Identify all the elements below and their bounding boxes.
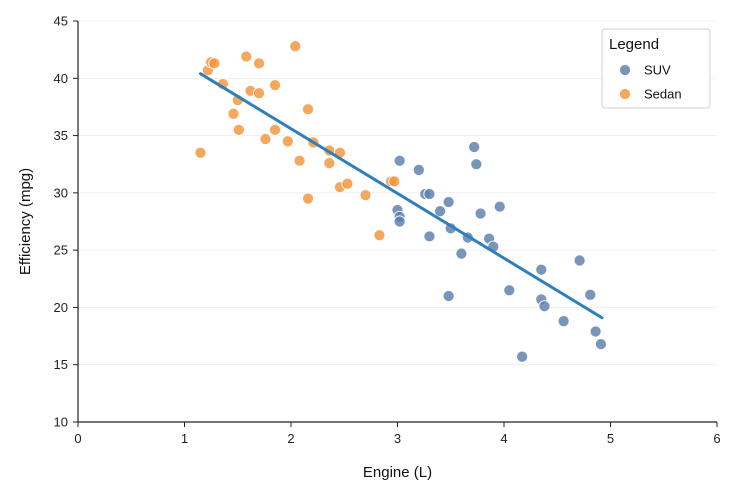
point-suv: [516, 350, 529, 363]
point-suv: [393, 154, 406, 167]
point-suv: [393, 215, 406, 228]
point-suv: [557, 315, 570, 328]
y-tick-label: 25: [54, 243, 68, 258]
legend-label-sedan: Sedan: [644, 87, 682, 102]
point-suv: [503, 284, 516, 297]
point-suv: [573, 254, 586, 267]
point-suv: [442, 195, 455, 209]
legend-marker-suv: [618, 63, 632, 77]
x-tick-label: 2: [287, 431, 294, 446]
point-sedan: [301, 103, 315, 116]
x-axis-ticks: 0 1 2 3 4 5 6: [74, 422, 721, 446]
point-suv: [434, 205, 447, 218]
point-sedan: [259, 132, 272, 146]
point-suv: [535, 263, 548, 276]
point-sedan: [289, 40, 302, 53]
point-suv: [423, 187, 436, 201]
x-tick-label: 5: [607, 431, 614, 446]
point-suv: [455, 247, 468, 260]
legend-box: [601, 28, 711, 109]
point-sedan: [252, 57, 266, 70]
data-points: [194, 40, 607, 363]
x-tick-label: 0: [74, 431, 81, 446]
point-sedan: [268, 123, 282, 136]
point-sedan: [373, 229, 386, 242]
x-tick-label: 6: [713, 431, 720, 446]
y-tick-label: 40: [54, 71, 68, 86]
point-suv: [468, 140, 481, 154]
point-sedan: [281, 135, 294, 148]
y-tick-label: 45: [54, 14, 68, 29]
x-axis-label: Engine (L): [363, 464, 432, 481]
trend-line: [198, 72, 604, 320]
y-tick-label: 30: [54, 185, 68, 200]
point-suv: [442, 289, 455, 303]
point-sedan: [208, 57, 221, 70]
y-tick-label: 20: [54, 300, 68, 315]
point-sedan: [227, 107, 240, 120]
legend-label-suv: SUV: [644, 63, 671, 78]
point-suv: [584, 288, 597, 301]
point-suv: [474, 207, 487, 220]
legend: Legend SUV Sedan: [601, 28, 711, 109]
legend-items: SUV Sedan: [618, 63, 682, 102]
point-sedan: [388, 175, 401, 188]
point-suv: [423, 230, 436, 243]
legend-marker-sedan: [618, 87, 632, 101]
point-suv: [538, 300, 551, 313]
point-sedan: [293, 154, 306, 167]
point-sedan: [301, 192, 315, 205]
point-sedan: [359, 189, 372, 202]
point-suv: [594, 338, 607, 351]
y-axis-label: Efficiency (mpg): [17, 168, 34, 275]
point-sedan: [240, 50, 253, 63]
point-suv: [493, 200, 506, 213]
y-tick-label: 15: [54, 357, 68, 372]
point-sedan: [323, 157, 336, 170]
legend-title: Legend: [609, 36, 659, 53]
point-suv: [412, 163, 425, 176]
point-sedan: [194, 146, 207, 159]
point-suv: [470, 158, 483, 171]
y-axis-ticks: 10 15 20 25 30 35 40 45: [54, 14, 78, 430]
point-sedan: [268, 79, 282, 92]
point-sedan: [232, 123, 245, 136]
y-tick-label: 10: [54, 415, 68, 430]
y-tick-label: 35: [54, 128, 68, 143]
x-tick-label: 3: [394, 431, 401, 446]
point-sedan: [341, 177, 354, 190]
x-tick-label: 4: [500, 431, 507, 446]
x-tick-label: 1: [181, 431, 188, 446]
point-suv: [589, 325, 602, 338]
point-sedan: [252, 87, 266, 100]
